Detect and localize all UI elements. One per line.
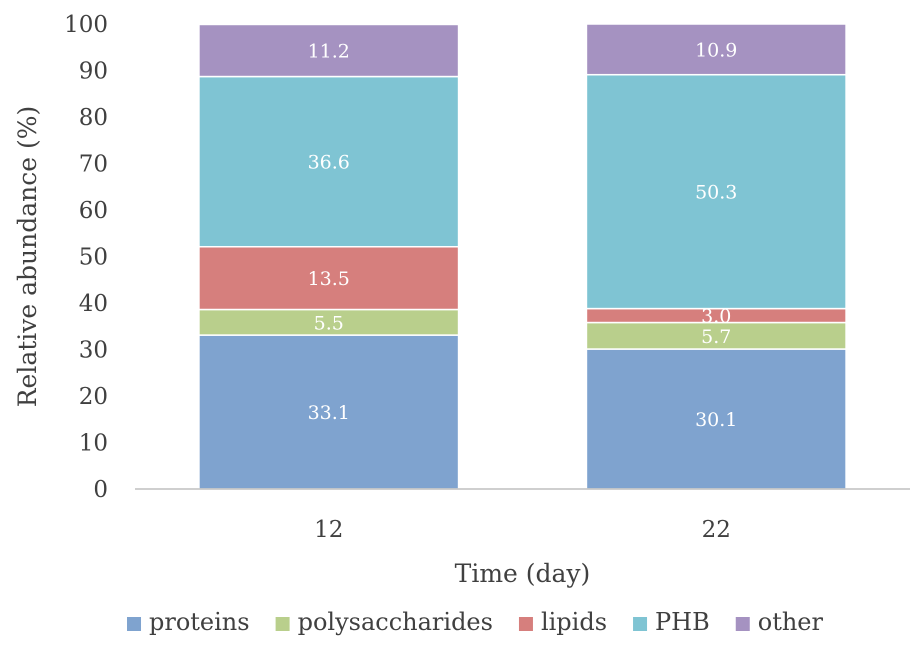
y-tick-label: 100 [64,12,108,38]
data-label: 30.1 [695,409,737,431]
y-axis-title: Relative abundance (%) [13,106,42,408]
data-label: 11.2 [308,41,350,63]
data-label: 5.5 [314,312,344,334]
data-label: 36.6 [308,152,350,174]
y-tick-label: 20 [79,384,108,410]
x-axis-ticks: 12 22 [314,517,731,543]
y-tick-label: 10 [79,431,108,457]
legend-item-polysaccharides: polysaccharides [276,608,493,636]
data-label: 50.3 [695,182,737,204]
bars: 33.15.513.536.611.230.15.73.050.310.9 [199,24,846,489]
y-tick-label: 70 [79,152,108,178]
legend-label: proteins [149,608,250,636]
legend-swatch [736,617,750,631]
data-label: 5.7 [701,326,731,348]
legend-swatch [633,617,647,631]
x-tick-label: 12 [314,517,343,543]
y-tick-label: 40 [79,291,108,317]
y-tick-label: 60 [79,198,108,224]
legend-swatch [519,617,533,631]
y-tick-label: 50 [79,245,108,271]
legend: proteins polysaccharides lipids PHB other [127,608,824,636]
legend-label: other [758,608,824,636]
legend-label: lipids [541,608,607,636]
legend-item-lipids: lipids [519,608,607,636]
y-tick-label: 80 [79,105,108,131]
data-label: 10.9 [695,39,737,61]
legend-item-proteins: proteins [127,608,250,636]
x-axis-title: Time (day) [455,559,591,588]
y-axis-ticks: 0 10 20 30 40 50 60 70 80 90 100 [64,12,108,503]
legend-swatch [276,617,290,631]
legend-item-other: other [736,608,824,636]
legend-label: polysaccharides [298,608,493,636]
y-tick-label: 0 [93,477,108,503]
x-tick-label: 22 [702,517,731,543]
legend-item-phb: PHB [633,608,710,636]
legend-swatch [127,617,141,631]
y-tick-label: 90 [79,59,108,85]
data-label: 33.1 [308,402,350,424]
y-tick-label: 30 [79,338,108,364]
data-label: 13.5 [308,268,350,290]
legend-label: PHB [655,608,710,636]
